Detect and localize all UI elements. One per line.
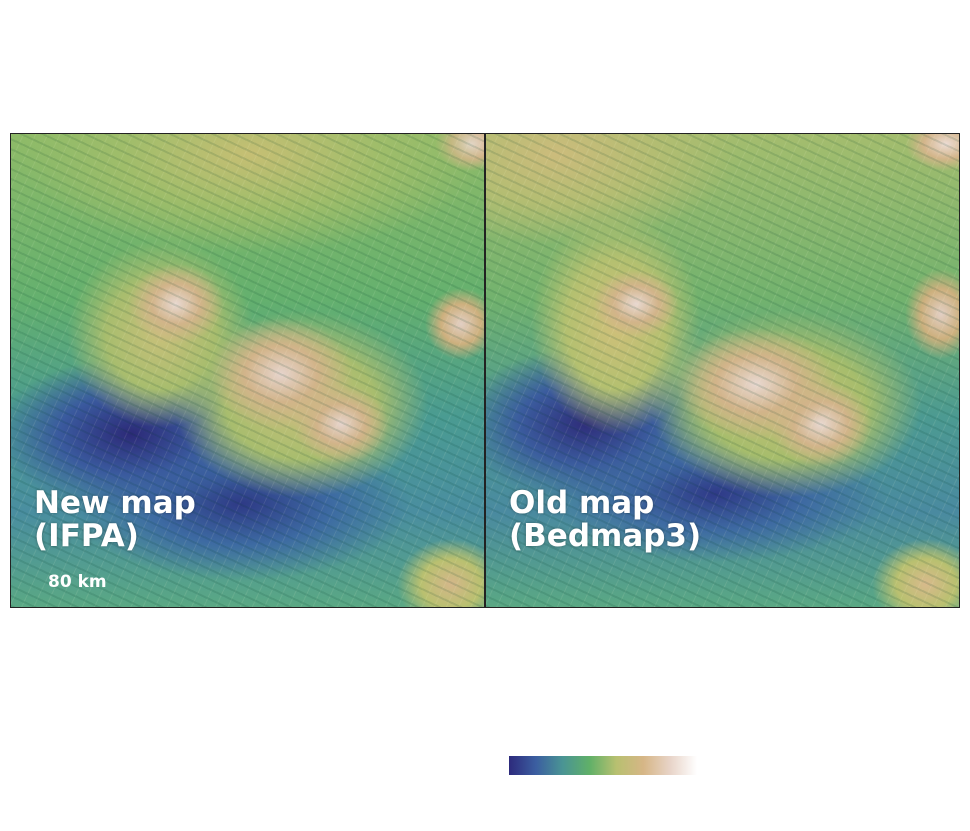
old-map-source: (Bedmap3) [509,518,702,554]
bed-topography-new [11,134,484,607]
bed-topography-old [486,134,959,607]
new-map-source: (IFPA) [34,518,139,554]
terrain-texture [486,134,959,607]
old-map-title: Old map [509,485,655,521]
old-map-panel: Old map (Bedmap3) [485,133,960,608]
old-map-label: Old map (Bedmap3) [509,487,701,553]
new-map-panel: New map (IFPA) 80 km [10,133,485,608]
elevation-colorbar [509,756,697,775]
terrain-texture [11,134,484,607]
new-map-label: New map (IFPA) [34,487,196,553]
scale-bar-label: 80 km [48,572,107,592]
new-map-title: New map [34,485,196,521]
